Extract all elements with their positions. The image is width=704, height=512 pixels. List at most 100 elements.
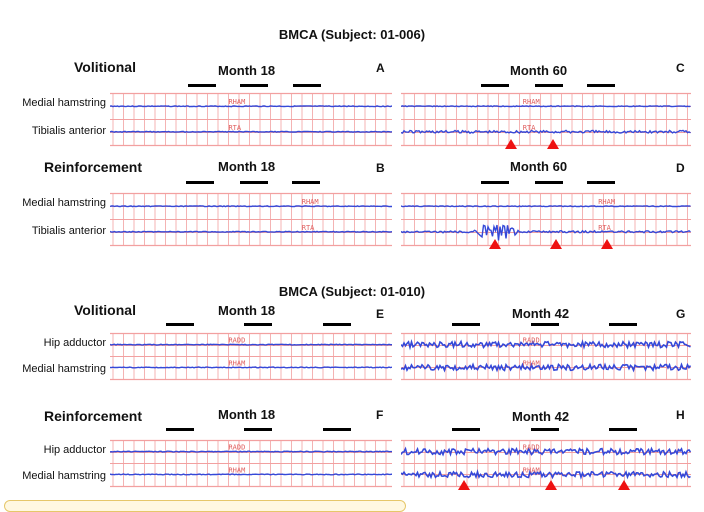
stimulus-bar-b-3	[292, 181, 320, 184]
marker-c-1	[505, 139, 517, 149]
panel-title-d: Month 60	[510, 159, 568, 174]
stimulus-bar-e-1	[166, 323, 194, 326]
panel-title-e: Month 18	[218, 303, 276, 318]
trace-g-radd	[401, 339, 691, 351]
emg-panel-h: RADD RHAM	[401, 437, 691, 489]
channel-tag-f-rham: RHAM	[228, 466, 245, 474]
marker-shape-c-1	[505, 139, 517, 149]
stimulus-bar-f-2	[244, 428, 272, 431]
panel-title-h: Month 42	[512, 409, 570, 424]
row-label-medial-hamstring-f: Medial hamstring	[22, 470, 106, 482]
channel-tag-e-rham: RHAM	[228, 359, 245, 367]
stimulus-bar-d-1	[481, 181, 509, 184]
channel-tag-h-rham: RHAM	[523, 466, 540, 474]
section-title-1: BMCA (Subject: 01-006)	[278, 27, 426, 42]
channel-tag-b-rta: RTA	[302, 224, 315, 232]
condition-label-reinforcement-2: Reinforcement	[44, 408, 143, 424]
channel-tag-b-rham: RHAM	[302, 198, 319, 206]
marker-shape-c-2	[547, 139, 559, 149]
condition-label-volitional-2: Volitional	[74, 302, 136, 318]
row-label-hip-adductor-f: Hip adductor	[43, 444, 106, 456]
stimulus-bar-d-3	[587, 181, 615, 184]
channel-tag-a-rta: RTA	[228, 124, 241, 132]
panel-title-b: Month 18	[218, 159, 276, 174]
trace-a-rham	[110, 105, 392, 108]
trace-d-rta	[401, 224, 691, 241]
marker-h-2	[545, 480, 557, 490]
row-label-tibialis-anterior-a: Tibialis anterior	[31, 125, 106, 137]
trace-b-rta	[110, 230, 392, 233]
stimulus-bar-c-2	[535, 84, 563, 87]
trace-a-rta	[110, 130, 392, 133]
trace-f-radd	[110, 450, 392, 453]
row-label-tibialis-anterior-b: Tibialis anterior	[31, 225, 106, 237]
emg-panel-d: RHAM RTA	[401, 190, 691, 248]
emg-panel-g: RADD RHAM	[401, 330, 691, 382]
stimulus-bar-f-3	[323, 428, 351, 431]
footer-box	[4, 500, 406, 512]
stimulus-bar-d-2	[535, 181, 563, 184]
channel-tag-d-rta: RTA	[598, 224, 611, 232]
stimulus-bar-h-1	[452, 428, 480, 431]
panel-letter-c: C	[676, 61, 685, 75]
emg-panel-e: RADD RHAM	[110, 330, 392, 382]
emg-plot-g: RADD RHAM	[401, 332, 691, 381]
trace-e-rham	[110, 366, 392, 369]
stimulus-bar-a-3	[293, 84, 321, 87]
trace-h-rham	[401, 468, 691, 480]
stimulus-bar-e-2	[244, 323, 272, 326]
stimulus-bar-c-1	[481, 84, 509, 87]
trace-c-rham	[401, 105, 691, 108]
stimulus-bar-g-2	[531, 323, 559, 326]
marker-h-1	[458, 480, 470, 490]
stimulus-bar-c-3	[587, 84, 615, 87]
panel-letter-d: D	[676, 161, 685, 175]
row-label-medial-hamstring-b: Medial hamstring	[22, 197, 106, 209]
marker-d-2	[550, 239, 562, 249]
emg-plot-c: RHAM RTA	[401, 92, 691, 147]
channel-tag-c-rta: RTA	[523, 124, 536, 132]
emg-plot-a: RHAM RTA	[110, 92, 392, 147]
row-label-medial-hamstring-e: Medial hamstring	[22, 363, 106, 375]
stimulus-bar-f-1	[166, 428, 194, 431]
marker-shape-h-3	[618, 480, 630, 490]
stimulus-bar-b-1	[186, 181, 214, 184]
emg-panel-a: RHAM RTA	[110, 90, 392, 148]
panel-title-c: Month 60	[510, 63, 568, 78]
panel-letter-a: A	[376, 61, 385, 75]
emg-plot-f: RADD RHAM	[110, 439, 392, 488]
trace-f-rham	[110, 473, 392, 476]
emg-plot-d: RHAM RTA	[401, 192, 691, 247]
channel-tag-g-rham: RHAM	[523, 359, 540, 367]
channel-tag-g-radd: RADD	[523, 337, 540, 345]
panel-letter-f: F	[376, 408, 384, 422]
marker-shape-d-1	[489, 239, 501, 249]
trace-e-radd	[110, 343, 392, 346]
trace-g-rham	[401, 362, 691, 373]
marker-c-2	[547, 139, 559, 149]
emg-panel-b: RHAM RTA	[110, 190, 392, 248]
marker-shape-d-3	[601, 239, 613, 249]
stimulus-bar-a-2	[240, 84, 268, 87]
marker-h-3	[618, 480, 630, 490]
stimulus-bar-e-3	[323, 323, 351, 326]
stimulus-bar-h-2	[531, 428, 559, 431]
channel-tag-e-radd: RADD	[228, 337, 245, 345]
condition-label-volitional-1: Volitional	[74, 59, 136, 75]
emg-panel-c: RHAM RTA	[401, 90, 691, 148]
emg-plot-b: RHAM RTA	[110, 192, 392, 247]
marker-d-3	[601, 239, 613, 249]
stimulus-bar-a-1	[188, 84, 216, 87]
stimulus-bar-h-3	[609, 428, 637, 431]
channel-tag-d-rham: RHAM	[598, 198, 615, 206]
row-label-medial-hamstring-a: Medial hamstring	[22, 97, 106, 109]
panel-letter-e: E	[376, 307, 385, 321]
emg-panel-f: RADD RHAM	[110, 437, 392, 489]
marker-d-1	[489, 239, 501, 249]
channel-tag-f-radd: RADD	[228, 444, 245, 452]
row-label-hip-adductor-e: Hip adductor	[43, 337, 106, 349]
panel-letter-b: B	[376, 161, 385, 175]
channel-tag-c-rham: RHAM	[523, 98, 540, 106]
stimulus-bar-g-1	[452, 323, 480, 326]
marker-shape-d-2	[550, 239, 562, 249]
